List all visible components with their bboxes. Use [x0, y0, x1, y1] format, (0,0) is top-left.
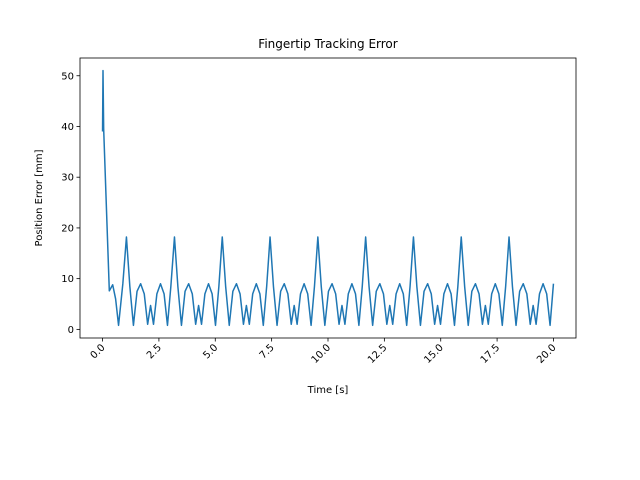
y-axis-label: Position Error [mm]: [34, 149, 45, 246]
y-tick-label: 20: [61, 223, 74, 234]
x-tick-label: 15.0: [422, 342, 446, 366]
line-series: [101, 69, 555, 327]
x-tick-label: 2.5: [145, 342, 164, 361]
chart-title: Fingertip Tracking Error: [258, 37, 397, 51]
x-axis-label: Time [s]: [307, 385, 349, 396]
x-tick-label: 12.5: [366, 342, 390, 366]
y-tick-label: 30: [61, 173, 74, 184]
x-tick-label: 5.0: [201, 342, 220, 361]
y-tick-label: 0: [68, 325, 74, 336]
x-tick-label: 20.0: [535, 342, 559, 366]
plot-frame: [79, 57, 577, 339]
x-tick-label: 17.5: [479, 342, 503, 366]
x-tick-label: 0.0: [89, 342, 108, 361]
x-tick-label: 10.0: [310, 342, 334, 366]
y-tick-label: 10: [61, 274, 74, 285]
y-tick-label: 50: [61, 71, 74, 82]
y-tick-label: 40: [61, 122, 74, 133]
x-tick-label: 7.5: [258, 342, 277, 361]
